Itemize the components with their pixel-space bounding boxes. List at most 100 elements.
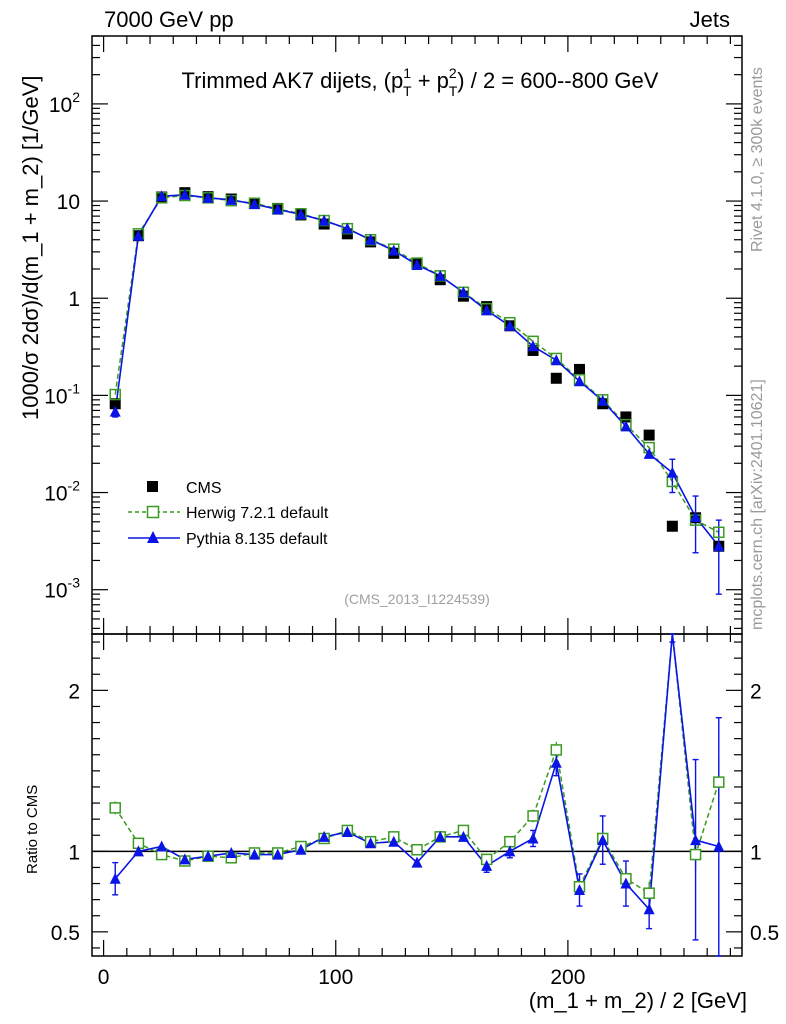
pythia-ratio-point [295,843,307,855]
pythia-ratio-point [597,834,609,846]
title-sup2: 2 [449,65,457,81]
pythia-ratio-point [690,834,702,846]
ratio-ylabel: Ratio to CMS [24,785,41,874]
analysis-id: (CMS_2013_I1224539) [344,591,490,607]
legend: CMS Herwig 7.2.1 default Pythia 8.135 de… [128,480,329,548]
main-ytick-base: 10 [57,191,80,214]
pythia-point [457,286,469,298]
pythia-point [620,420,632,432]
main-ytick-label: 102 [49,89,80,117]
main-ytick-label: 10-3 [44,575,80,603]
pythia-ratio-point [365,837,377,849]
legend-pythia-label: Pythia 8.135 default [186,531,328,548]
pythia-point [597,394,609,406]
pythia-point [132,229,144,241]
legend-pythia-marker [147,531,159,543]
title-sup1: 1 [403,65,411,81]
pythia-point [249,198,260,210]
pythia-ratio-point [411,856,423,868]
main-series [109,187,725,595]
main-ytick-exp: -3 [68,575,81,591]
ratio-ticks: 0.5 0.5 1 1 2 2 0 100 200 [51,634,779,989]
pythia-point [272,203,284,215]
main-ytick-base: 10 [44,385,67,408]
herwig-ratio-point [689,848,702,861]
pythia-point [365,233,377,245]
herwig-ratio-line [114,633,720,895]
pythia-ratio-point [202,850,214,862]
main-ytick-label: 10-1 [44,380,80,408]
cms-point [643,429,655,441]
pythia-point [179,188,191,200]
pythia-ratio-point [457,830,469,842]
cms-point [109,398,121,410]
pythia-point [434,269,446,281]
main-ytick-base: 10 [44,580,67,603]
main-ytick-label: 10-2 [44,478,80,506]
main-ytick-exp: -2 [68,478,81,494]
side-label-top: Rivet 4.1.0, ≥ 300k events [749,67,766,252]
main-ytick-label: 10 [57,191,80,214]
title-main: Trimmed AK7 dijets, (p [182,68,404,93]
title-mid: + p [412,68,449,93]
pythia-ratio-point [318,830,330,842]
herwig-ratio-point [643,887,655,899]
herwig-point [713,526,725,539]
pythia-ratio-point [132,845,144,857]
chart-title: Trimmed AK7 dijets, (p1 T + p2 T) / 2 = 60… [182,65,659,99]
ratio-ytick-label: 0.5 [51,922,80,945]
pythia-ratio-point [272,848,284,860]
main-ytick-base: 1 [68,288,80,311]
pythia-point [666,466,678,478]
pythia-ratio-point [574,883,585,895]
cms-point [620,411,632,423]
main-ytick-exp: 2 [72,89,80,105]
pythia-point [341,222,353,234]
pythia-point [156,190,168,202]
pythia-point [713,540,725,552]
ratio-ytick-label-right: 2 [750,680,762,703]
pythia-point [295,208,307,220]
main-ytick-base: 10 [49,94,72,117]
title-tail: ) / 2 = 600--800 GeV [457,68,658,93]
main-ytick-exp: -1 [68,380,81,396]
pythia-point [109,405,121,417]
pythia-ratio-point [225,846,237,858]
cms-point [550,372,562,384]
pythia-ratio-point [179,853,191,865]
ratio-xtick-label: 0 [98,966,110,989]
herwig-ratio-point [550,744,563,756]
herwig-ratio-point [713,776,725,788]
pythia-ratio-point [527,832,539,844]
herwig-point [109,388,121,401]
main-ylabel: 1000/σ 2dσ)/d(m_1 + m_2) [1/GeV] [18,76,43,421]
pythia-point [574,375,585,387]
pythia-ratio-point [388,835,400,847]
pythia-point [481,304,493,316]
legend-herwig-label: Herwig 7.2.1 default [186,505,329,522]
pythia-point [690,511,702,523]
pythia-ratio-point [504,845,516,857]
pythia-point [550,354,562,366]
herwig-ratio-point [527,810,539,822]
legend-cms-label: CMS [186,480,222,497]
header-right: Jets [689,7,730,32]
pythia-point [202,191,214,203]
pythia-point [318,214,330,226]
side-label-bottom: mcplots.cern.ch [arXiv:2401.10621] [749,379,766,630]
herwig-ratio-point [504,835,516,848]
main-ytick-label: 1 [68,288,80,311]
pythia-ratio-point [249,848,260,860]
cms-point [666,520,678,532]
ratio-series [109,633,725,957]
legend-herwig-marker [146,505,160,519]
cms-point [574,363,585,375]
ratio-ytick-label-right: 1 [750,841,762,864]
title-sub1: T [403,83,412,99]
ratio-ytick-label: 2 [68,680,80,703]
xlabel: (m_1 + m_2) / 2 [GeV] [529,988,747,1013]
pythia-point [527,340,539,352]
